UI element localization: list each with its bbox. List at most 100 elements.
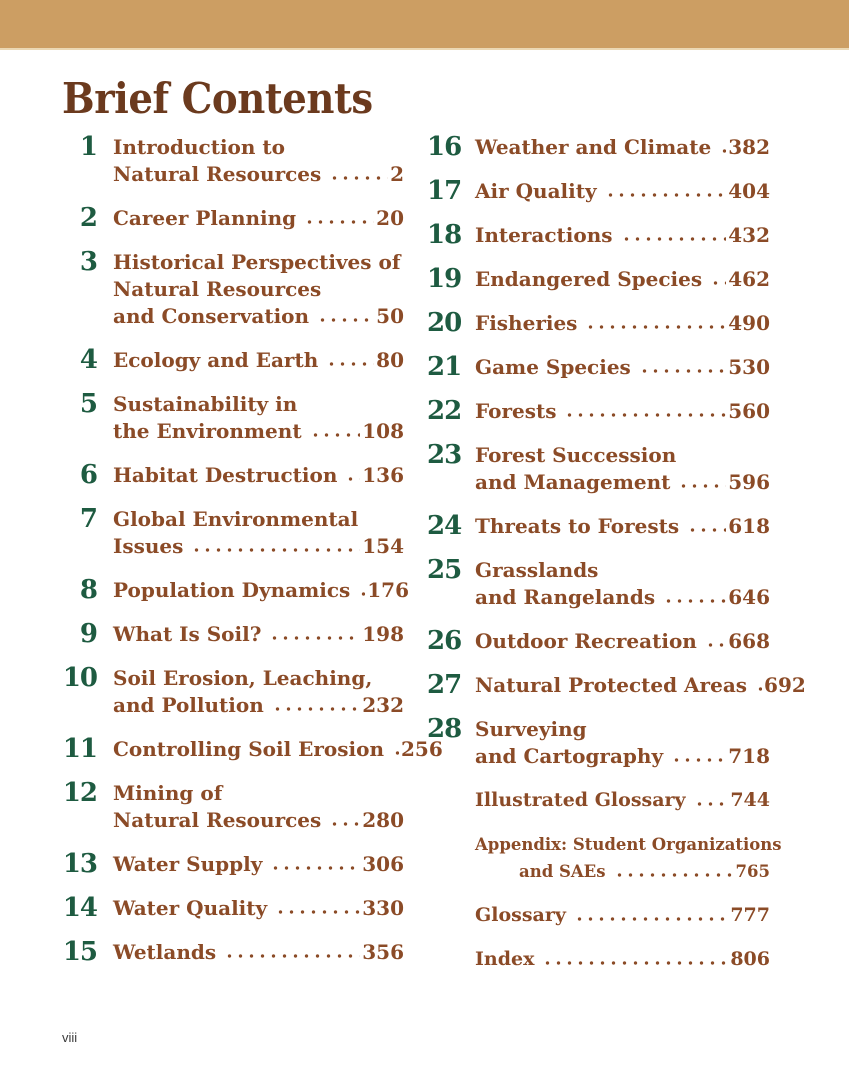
page-ref: 176	[367, 578, 410, 602]
dot-leader	[389, 736, 399, 763]
chapter-title-lines: Forests 560	[475, 398, 770, 425]
toc-entry: 7 Global Environmental Issues 154	[62, 506, 404, 560]
dot-leader	[716, 134, 727, 161]
toc-entry: 27 Natural Protected Areas 692	[427, 670, 806, 700]
chapter-title-lines: Index 806	[475, 946, 770, 973]
dot-leader	[635, 354, 727, 381]
toc-entry-line: Game Species 530	[475, 354, 770, 381]
dot-leader	[267, 851, 361, 878]
toc-entry-title: Interactions	[475, 223, 613, 247]
toc-entry-line: Water Quality 330	[113, 895, 404, 922]
chapter-title-lines: Forest Succession and Management 596	[475, 442, 770, 496]
chapter-title-lines: Career Planning 20	[113, 205, 404, 232]
top-color-band	[0, 0, 849, 50]
toc-entry: 20 Fisheries 490	[427, 310, 770, 337]
toc-entry-line: Air Quality 404	[475, 178, 770, 205]
back-matter-entry: Illustrated Glossary 744	[427, 787, 770, 814]
toc-entry-line: Illustrated Glossary 744	[475, 787, 770, 814]
chapter-title-lines: Wetlands 356	[113, 939, 404, 966]
chapter-number: 17	[427, 176, 462, 206]
dot-leader	[582, 310, 727, 337]
dot-leader	[668, 743, 727, 770]
toc-entry: 3 Historical Perspectives of Natural Reso…	[62, 249, 404, 330]
toc-entry-line: Water Supply 306	[113, 851, 404, 878]
toc-entry-line: What Is Soil? 198	[113, 621, 404, 648]
chapter-number: 26	[427, 626, 462, 656]
toc-entry-line: Grasslands	[475, 557, 770, 584]
toc-entry: 21 Game Species 530	[427, 354, 770, 381]
page-ref: 198	[362, 622, 404, 646]
chapter-number: 19	[427, 264, 462, 294]
chapter-title-lines: Appendix: Student Organizations and SAEs 7…	[475, 831, 782, 885]
toc-entry-line: Weather and Climate 382	[475, 134, 770, 161]
toc-entry-title: Natural Resources	[113, 162, 322, 186]
page-ref: 306	[362, 852, 404, 876]
toc-entry-line: Outdoor Recreation 668	[475, 628, 770, 655]
chapter-title-lines: Outdoor Recreation 668	[475, 628, 770, 655]
toc-entry-line: Natural Resources	[113, 276, 404, 303]
toc-entry: 9 What Is Soil? 198	[62, 621, 404, 648]
toc-entry: 12 Mining of Natural Resources 280	[62, 780, 404, 834]
toc-entry-title: and Conservation	[113, 304, 310, 328]
toc-entry-line: and SAEs 765	[475, 858, 770, 885]
chapter-title-lines: Game Species 530	[475, 354, 770, 381]
toc-entry: 11 Controlling Soil Erosion 256	[62, 736, 443, 763]
chapter-title-lines: Air Quality 404	[475, 178, 770, 205]
toc-entry-title: and SAEs	[519, 862, 606, 881]
page-ref: 382	[728, 135, 770, 159]
chapter-number: 27	[427, 670, 462, 700]
dot-leader	[707, 266, 727, 293]
toc-entry-title: Ecology and Earth	[113, 348, 319, 372]
dot-leader	[188, 533, 361, 560]
toc-entry-title: Controlling Soil Erosion	[113, 737, 384, 761]
toc-entry-title: and Cartography	[475, 744, 664, 768]
dot-leader	[570, 902, 729, 929]
chapter-title-lines: What Is Soil? 198	[113, 621, 404, 648]
toc-entry-title: Water Quality	[113, 896, 268, 920]
toc-entry-title: Air Quality	[475, 179, 597, 203]
toc-entry-title: Weather and Climate	[475, 135, 712, 159]
dot-leader	[272, 895, 361, 922]
chapter-title-lines: Interactions 432	[475, 222, 770, 249]
back-matter-entry: Appendix: Student Organizations and SAEs 7…	[427, 831, 782, 885]
chapter-number: 21	[427, 352, 462, 382]
toc-column-right: 16 Weather and Climate 382 17 Air Quality…	[427, 132, 806, 990]
toc-entry: 1 Introduction to Natural Resources 2	[62, 134, 404, 188]
page-title: Brief Contents	[62, 74, 373, 123]
toc-entry: 18 Interactions 432	[427, 222, 770, 249]
page-ref: 404	[728, 179, 770, 203]
dot-leader	[266, 621, 361, 648]
chapter-title-lines: Fisheries 490	[475, 310, 770, 337]
chapter-title-lines: Weather and Climate 382	[475, 134, 770, 161]
chapter-title-lines: Sustainability in the Environment 108	[113, 391, 404, 445]
page-ref: 560	[728, 399, 770, 423]
chapter-number: 24	[427, 511, 462, 541]
chapter-title-lines: Grasslands and Rangelands 646	[475, 557, 770, 611]
toc-entry-title: Forest Succession	[475, 443, 677, 467]
chapter-title-lines: Global Environmental Issues 154	[113, 506, 404, 560]
toc-entry-title: Mining of	[113, 781, 223, 805]
chapter-number: 25	[427, 555, 462, 585]
dot-leader	[306, 418, 361, 445]
toc-entry-line: and Pollution 232	[113, 692, 404, 719]
dot-leader	[326, 807, 361, 834]
toc-entry-line: Controlling Soil Erosion 256	[113, 736, 443, 763]
dot-leader	[701, 628, 727, 655]
dot-leader	[601, 178, 727, 205]
back-matter-entry: Index 806	[427, 946, 770, 973]
dot-leader	[617, 222, 727, 249]
toc-entry-title: Global Environmental	[113, 507, 359, 531]
page-ref: 356	[362, 940, 404, 964]
toc-entry: 10 Soil Erosion, Leaching, and Pollution 2…	[62, 665, 404, 719]
dot-leader	[326, 161, 389, 188]
page-ref: 765	[735, 862, 770, 881]
chapter-title-lines: Natural Protected Areas 692	[475, 672, 806, 699]
toc-entry-title: What Is Soil?	[113, 622, 262, 646]
dot-leader	[690, 787, 729, 814]
toc-entry-line: Natural Protected Areas 692	[475, 672, 806, 699]
toc-entry-title: Outdoor Recreation	[475, 629, 697, 653]
page-ref: 646	[728, 585, 770, 609]
dot-leader	[314, 303, 375, 330]
chapter-number: 16	[427, 132, 462, 162]
